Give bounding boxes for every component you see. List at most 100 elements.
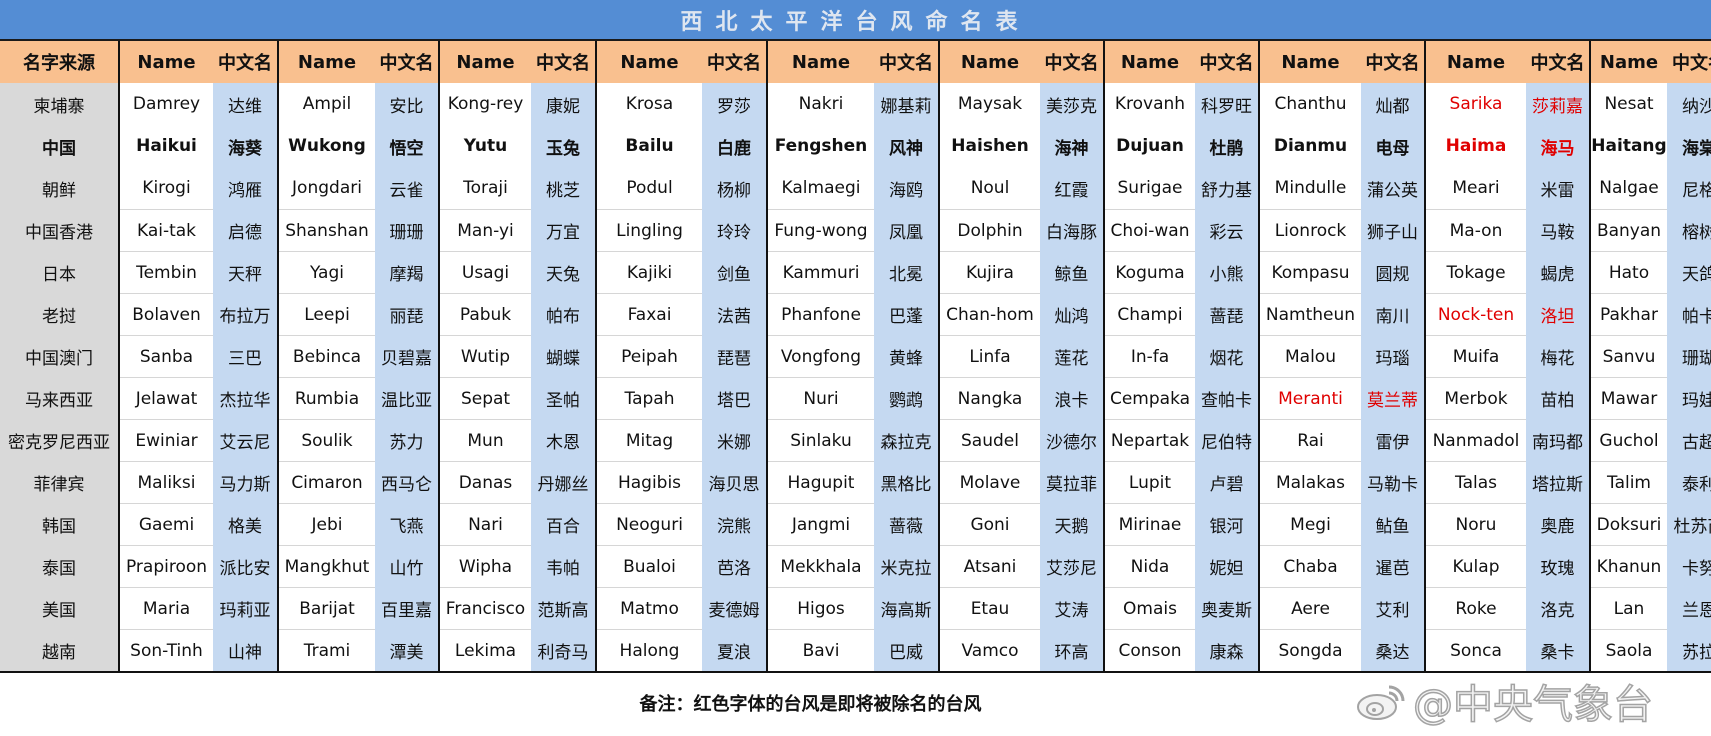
typhoon-chinese-name: 红霞 [1040, 167, 1103, 209]
typhoon-name: Dujuan [1105, 125, 1195, 167]
typhoon-chinese-name: 桑达 [1361, 629, 1424, 671]
typhoon-name: Banyan [1591, 209, 1667, 251]
typhoon-name: Doksuri [1591, 503, 1667, 545]
header-name: Name [768, 41, 874, 83]
typhoon-chinese-name: 狮子山 [1361, 209, 1424, 251]
typhoon-name: Ewiniar [120, 419, 213, 461]
typhoon-name: Wutip [440, 335, 531, 377]
typhoon-chinese-name: 烟花 [1195, 335, 1258, 377]
typhoon-chinese-name: 天秤 [213, 251, 277, 293]
typhoon-chinese-name: 米娜 [702, 419, 766, 461]
typhoon-chinese-name: 浪卡 [1040, 377, 1103, 419]
typhoon-name: Prapiroon [120, 545, 213, 587]
typhoon-chinese-name: 蔷琵 [1195, 293, 1258, 335]
typhoon-chinese-name: 海鸥 [874, 167, 938, 209]
typhoon-chinese-name: 玛莉亚 [213, 587, 277, 629]
typhoon-name: Jebi [279, 503, 375, 545]
typhoon-chinese-name: 海棠 [1667, 125, 1711, 167]
typhoon-name: Podul [597, 167, 702, 209]
typhoon-chinese-name: 利奇马 [531, 629, 595, 671]
typhoon-name: In-fa [1105, 335, 1195, 377]
typhoon-chinese-name: 鹦鹉 [874, 377, 938, 419]
header-chinese-name: 中文名 [702, 41, 766, 83]
typhoon-name: Khanun [1591, 545, 1667, 587]
typhoon-chinese-name: 风神 [874, 125, 938, 167]
typhoon-chinese-name: 鲇鱼 [1361, 503, 1424, 545]
typhoon-name: Jongdari [279, 167, 375, 209]
typhoon-name: Talas [1426, 461, 1526, 503]
typhoon-name: Mitag [597, 419, 702, 461]
source-country: 日本 [0, 251, 118, 293]
typhoon-name: Rai [1260, 419, 1361, 461]
typhoon-name: Merbok [1426, 377, 1526, 419]
typhoon-name: Wipha [440, 545, 531, 587]
typhoon-chinese-name: 鸿雁 [213, 167, 277, 209]
typhoon-chinese-name: 彩云 [1195, 209, 1258, 251]
typhoon-chinese-name: 安比 [375, 83, 438, 125]
chinese-name-column: 中文名 达维 海葵 鸿雁 启德 天秤 布拉万 三巴 杰拉华 艾云尼 马力斯 格美 派比安 玛莉亚 山神 [213, 41, 277, 671]
typhoon-name: Sanba [120, 335, 213, 377]
typhoon-chinese-name: 玲玲 [702, 209, 766, 251]
source-country: 韩国 [0, 503, 118, 545]
typhoon-chinese-name: 桃芝 [531, 167, 595, 209]
typhoon-name: Trami [279, 629, 375, 671]
typhoon-name: Chan-hom [940, 293, 1040, 335]
typhoon-name: Nesat [1591, 83, 1667, 125]
typhoon-name: Molave [940, 461, 1040, 503]
typhoon-name: Vamco [940, 629, 1040, 671]
name-list-group: Name Maysak Haishen Noul Dolphin Kujira Chan-h… [938, 41, 1103, 671]
typhoon-name: Krosa [597, 83, 702, 125]
typhoon-name: Phanfone [768, 293, 874, 335]
typhoon-name: Mindulle [1260, 167, 1361, 209]
typhoon-name: Goni [940, 503, 1040, 545]
typhoon-name: Nalgae [1591, 167, 1667, 209]
watermark-text: @中央气象台 [1412, 681, 1654, 729]
source-country: 柬埔寨 [0, 83, 118, 125]
typhoon-name: Maliksi [120, 461, 213, 503]
typhoon-name: Vongfong [768, 335, 874, 377]
typhoon-name: Dolphin [940, 209, 1040, 251]
typhoon-chinese-name: 贝碧嘉 [375, 335, 438, 377]
typhoon-chinese-name: 圣帕 [531, 377, 595, 419]
source-country: 中国香港 [0, 209, 118, 251]
typhoon-name: Haishen [940, 125, 1040, 167]
typhoon-chinese-name: 浣熊 [702, 503, 766, 545]
typhoon-name: Roke [1426, 587, 1526, 629]
typhoon-name: Chanthu [1260, 83, 1361, 125]
source-country: 老挝 [0, 293, 118, 335]
typhoon-chinese-name: 海贝思 [702, 461, 766, 503]
typhoon-chinese-name: 丹娜丝 [531, 461, 595, 503]
english-name-column: Name Nakri Fengshen Kalmaegi Fung-wong Kammur… [768, 41, 874, 671]
header-name: Name [1105, 41, 1195, 83]
typhoon-name: Bailu [597, 125, 702, 167]
header-name: Name [1260, 41, 1361, 83]
typhoon-name: Dianmu [1260, 125, 1361, 167]
typhoon-chinese-name: 黄蜂 [874, 335, 938, 377]
typhoon-name: Leepi [279, 293, 375, 335]
typhoon-name: Sepat [440, 377, 531, 419]
typhoon-name: Haikui [120, 125, 213, 167]
typhoon-chinese-name: 艾云尼 [213, 419, 277, 461]
typhoon-chinese-name: 珊珊 [375, 209, 438, 251]
typhoon-chinese-name: 启德 [213, 209, 277, 251]
typhoon-name: Meari [1426, 167, 1526, 209]
typhoon-chinese-name: 山神 [213, 629, 277, 671]
typhoon-name: Yutu [440, 125, 531, 167]
typhoon-name: Talim [1591, 461, 1667, 503]
typhoon-name: Lupit [1105, 461, 1195, 503]
typhoon-name: Nakri [768, 83, 874, 125]
typhoon-chinese-name: 百合 [531, 503, 595, 545]
typhoon-name: Saola [1591, 629, 1667, 671]
typhoon-name: Songda [1260, 629, 1361, 671]
typhoon-name: Saudel [940, 419, 1040, 461]
typhoon-chinese-name: 洛坦 [1526, 293, 1589, 335]
typhoon-chinese-name: 卡努 [1667, 545, 1711, 587]
english-name-column: Name Damrey Haikui Kirogi Kai-tak Tembin Bolav… [120, 41, 213, 671]
typhoon-chinese-name: 蝎虎 [1526, 251, 1589, 293]
typhoon-chinese-name: 天鹅 [1040, 503, 1103, 545]
typhoon-name: Shanshan [279, 209, 375, 251]
typhoon-chinese-name: 山竹 [375, 545, 438, 587]
typhoon-name: Kammuri [768, 251, 874, 293]
typhoon-chinese-name: 悟空 [375, 125, 438, 167]
typhoon-chinese-name: 灿鸿 [1040, 293, 1103, 335]
